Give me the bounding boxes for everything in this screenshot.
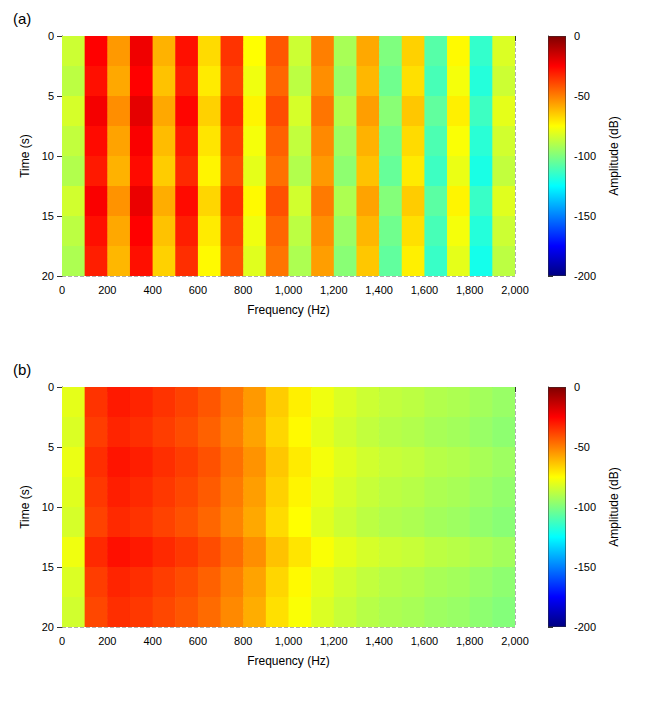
svg-text:Amplitude (dB): Amplitude (dB) xyxy=(607,467,621,546)
svg-text:10: 10 xyxy=(42,501,54,513)
svg-text:800: 800 xyxy=(234,635,252,647)
svg-text:200: 200 xyxy=(98,284,116,296)
svg-text:0: 0 xyxy=(59,284,65,296)
svg-text:-150: -150 xyxy=(574,210,596,222)
svg-text:600: 600 xyxy=(189,635,207,647)
svg-text:1,200: 1,200 xyxy=(320,284,348,296)
svg-text:0: 0 xyxy=(574,30,580,42)
svg-text:200: 200 xyxy=(98,635,116,647)
svg-text:1,600: 1,600 xyxy=(411,635,439,647)
svg-text:5: 5 xyxy=(48,90,54,102)
svg-text:20: 20 xyxy=(42,270,54,282)
svg-text:2,000: 2,000 xyxy=(501,635,529,647)
svg-text:400: 400 xyxy=(143,635,161,647)
svg-text:1,000: 1,000 xyxy=(275,284,303,296)
svg-text:15: 15 xyxy=(42,561,54,573)
svg-text:0: 0 xyxy=(48,30,54,42)
svg-text:2,000: 2,000 xyxy=(501,284,529,296)
svg-text:-200: -200 xyxy=(574,270,596,282)
svg-text:1,800: 1,800 xyxy=(456,284,484,296)
svg-text:10: 10 xyxy=(42,150,54,162)
svg-text:0: 0 xyxy=(48,381,54,393)
svg-text:Frequency (Hz): Frequency (Hz) xyxy=(247,654,330,668)
svg-text:-50: -50 xyxy=(574,90,590,102)
svg-text:15: 15 xyxy=(42,210,54,222)
svg-text:Amplitude (dB): Amplitude (dB) xyxy=(607,116,621,195)
svg-text:-150: -150 xyxy=(574,561,596,573)
svg-text:1,800: 1,800 xyxy=(456,635,484,647)
svg-text:1,600: 1,600 xyxy=(411,284,439,296)
svg-text:-100: -100 xyxy=(574,150,596,162)
svg-text:0: 0 xyxy=(59,635,65,647)
svg-text:1,000: 1,000 xyxy=(275,635,303,647)
svg-text:5: 5 xyxy=(48,441,54,453)
svg-text:400: 400 xyxy=(143,284,161,296)
svg-text:Time (s): Time (s) xyxy=(18,485,32,529)
svg-text:-200: -200 xyxy=(574,621,596,633)
svg-text:-50: -50 xyxy=(574,441,590,453)
svg-text:0: 0 xyxy=(574,381,580,393)
svg-text:1,400: 1,400 xyxy=(365,635,393,647)
svg-text:800: 800 xyxy=(234,284,252,296)
svg-text:-100: -100 xyxy=(574,501,596,513)
svg-text:Frequency (Hz): Frequency (Hz) xyxy=(247,303,330,317)
svg-text:600: 600 xyxy=(189,284,207,296)
svg-text:(a): (a) xyxy=(13,10,31,27)
svg-text:1,400: 1,400 xyxy=(365,284,393,296)
svg-text:(b): (b) xyxy=(13,361,31,378)
svg-text:20: 20 xyxy=(42,621,54,633)
svg-text:1,200: 1,200 xyxy=(320,635,348,647)
svg-text:Time (s): Time (s) xyxy=(18,134,32,178)
